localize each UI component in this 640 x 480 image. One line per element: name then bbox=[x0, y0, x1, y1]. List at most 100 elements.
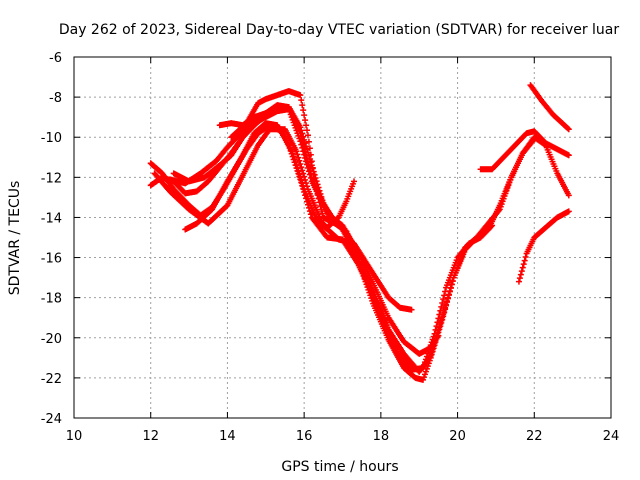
data-point bbox=[355, 259, 362, 266]
data-point bbox=[444, 295, 451, 302]
data-point bbox=[423, 365, 430, 372]
data-point bbox=[565, 192, 572, 199]
data-point bbox=[305, 163, 312, 170]
data-point bbox=[361, 275, 368, 282]
data-point bbox=[296, 173, 303, 180]
y-tick-label: -6 bbox=[49, 51, 62, 66]
data-point bbox=[438, 303, 445, 310]
data-point bbox=[564, 125, 571, 132]
data-point bbox=[447, 285, 454, 292]
data-point bbox=[445, 292, 452, 299]
data-point bbox=[313, 188, 320, 195]
data-point bbox=[360, 273, 367, 280]
data-point bbox=[317, 203, 324, 210]
data-point bbox=[369, 297, 376, 304]
data-point bbox=[304, 146, 311, 153]
data-point bbox=[421, 371, 428, 378]
data-point bbox=[304, 198, 311, 205]
data-point bbox=[495, 207, 502, 214]
y-tick-label: -8 bbox=[49, 91, 62, 106]
data-point bbox=[421, 374, 428, 381]
data-point bbox=[408, 306, 415, 313]
data-point bbox=[442, 306, 449, 313]
data-point bbox=[300, 133, 307, 140]
data-point bbox=[262, 112, 269, 119]
data-point bbox=[431, 342, 438, 349]
x-tick-label: 22 bbox=[526, 429, 543, 444]
data-point bbox=[293, 148, 300, 155]
y-axis-label: SDTVAR / TECUs bbox=[7, 181, 23, 296]
y-tick-label: -12 bbox=[41, 171, 62, 186]
series-arc9 bbox=[527, 82, 572, 133]
data-point bbox=[312, 175, 319, 182]
data-point bbox=[299, 130, 306, 137]
data-point bbox=[312, 184, 319, 191]
data-point bbox=[565, 152, 572, 159]
data-point bbox=[297, 124, 304, 131]
data-point bbox=[362, 278, 369, 285]
data-point bbox=[310, 171, 317, 178]
y-tick-label: -22 bbox=[41, 372, 62, 387]
y-tick-label: -24 bbox=[41, 412, 62, 427]
data-point bbox=[288, 150, 295, 157]
data-point bbox=[299, 102, 306, 109]
data-point bbox=[293, 164, 300, 171]
data-point bbox=[299, 182, 306, 189]
data-point bbox=[565, 126, 572, 133]
data-point bbox=[291, 159, 298, 166]
data-point bbox=[317, 190, 324, 197]
data-point bbox=[522, 254, 529, 261]
data-point bbox=[296, 157, 303, 164]
data-point bbox=[420, 376, 427, 383]
data-point bbox=[302, 192, 309, 199]
data-point bbox=[365, 286, 372, 293]
data-point bbox=[359, 270, 366, 277]
data-point bbox=[290, 156, 297, 163]
data-point bbox=[433, 335, 440, 342]
data-point bbox=[435, 329, 442, 336]
data-point bbox=[521, 257, 528, 264]
data-point bbox=[358, 267, 365, 274]
data-point bbox=[356, 262, 363, 269]
data-point bbox=[298, 179, 305, 186]
data-point bbox=[363, 281, 370, 288]
x-tick-label: 16 bbox=[296, 429, 313, 444]
data-point bbox=[261, 112, 268, 119]
data-points bbox=[147, 82, 572, 383]
data-point bbox=[318, 206, 325, 213]
x-tick-label: 10 bbox=[66, 429, 83, 444]
data-point bbox=[531, 136, 538, 143]
data-point bbox=[298, 164, 305, 171]
data-point bbox=[449, 278, 456, 285]
data-point bbox=[438, 319, 445, 326]
data-point bbox=[517, 271, 524, 278]
series-arc2 bbox=[151, 126, 415, 313]
x-tick-label: 18 bbox=[373, 429, 390, 444]
data-point bbox=[520, 261, 527, 268]
data-point bbox=[364, 284, 371, 291]
data-point bbox=[439, 316, 446, 323]
data-point bbox=[303, 122, 310, 129]
data-point bbox=[351, 178, 358, 185]
data-point bbox=[530, 137, 537, 144]
data-point bbox=[292, 162, 299, 169]
data-point bbox=[297, 176, 304, 183]
data-point bbox=[311, 177, 318, 184]
series-arc11 bbox=[147, 112, 269, 197]
data-point bbox=[309, 164, 316, 171]
data-point bbox=[303, 195, 310, 202]
data-point bbox=[519, 264, 526, 271]
data-point bbox=[300, 185, 307, 192]
y-tick-label: -10 bbox=[41, 131, 62, 146]
data-point bbox=[301, 136, 308, 143]
data-point bbox=[304, 201, 311, 208]
x-tick-label: 24 bbox=[603, 429, 620, 444]
data-point bbox=[297, 160, 304, 167]
y-tick-label: -18 bbox=[41, 292, 62, 307]
data-point bbox=[304, 132, 311, 139]
chart-title: Day 262 of 2023, Sidereal Day-to-day VTE… bbox=[59, 22, 620, 38]
data-point bbox=[294, 167, 301, 174]
data-point bbox=[448, 281, 455, 288]
data-point bbox=[302, 117, 309, 124]
